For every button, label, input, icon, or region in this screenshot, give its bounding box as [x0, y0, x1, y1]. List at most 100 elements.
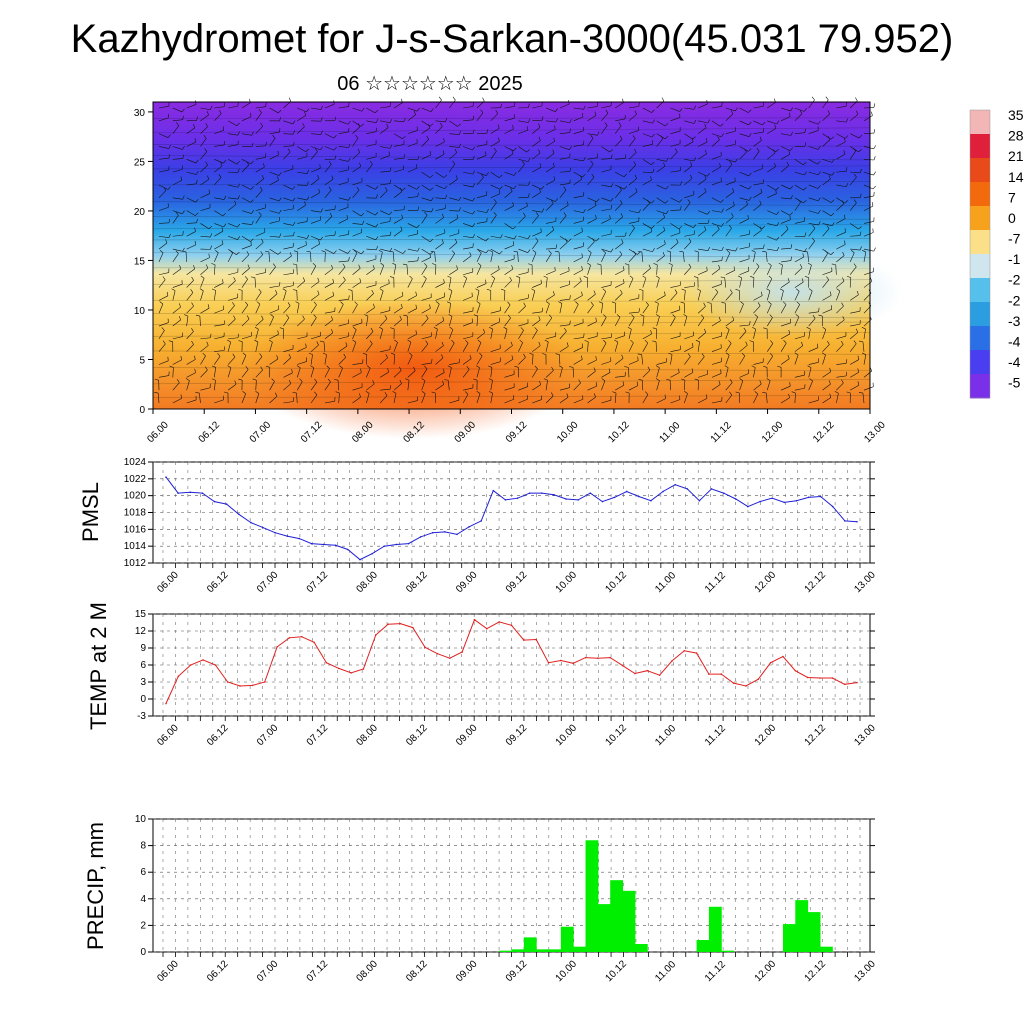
wind-barb: [255, 369, 263, 378]
wind-barb: [200, 257, 210, 263]
wind-barb: [379, 265, 384, 275]
data-point: [276, 646, 278, 648]
wind-barb-flag: [761, 225, 765, 230]
wind-barb-flag: [822, 352, 826, 356]
wind-barb-flag: [703, 328, 707, 333]
wind-barb-flag: [779, 288, 784, 291]
wind-barb: [214, 113, 222, 122]
wind-barb-flag: [362, 359, 364, 364]
wind-barb-flag: [169, 365, 174, 368]
wind-barb-flag: [622, 381, 625, 386]
wind-barb-flag: [482, 97, 485, 102]
wind-barb: [393, 144, 404, 147]
wind-barb: [739, 277, 742, 288]
x-tick-label: 11.12: [703, 723, 728, 748]
wind-barb: [435, 282, 445, 288]
wind-barb: [186, 359, 196, 365]
wind-barb: [670, 309, 680, 314]
wind-barb: [352, 181, 363, 186]
wind-barb: [310, 394, 318, 404]
wind-barb: [822, 309, 832, 314]
wind-barb-flag: [555, 198, 559, 202]
wind-barb-flag: [456, 265, 458, 270]
wind-barb: [850, 235, 861, 237]
wind-barb: [601, 248, 611, 253]
wind-barb-flag: [587, 262, 591, 266]
wind-barb: [393, 157, 404, 160]
wind-barb-flag: [719, 163, 721, 168]
colorbar-swatch: [970, 350, 990, 375]
wind-barb-flag: [215, 249, 219, 253]
wind-barb-flag: [843, 150, 846, 155]
wind-barb: [559, 171, 570, 173]
wind-barb-flag: [175, 250, 179, 254]
wind-barb-flag: [706, 266, 708, 271]
wind-barb-flag: [694, 250, 699, 253]
wind-barb: [504, 191, 513, 199]
wind-barb-flag: [655, 275, 660, 279]
wind-barb-flag: [528, 263, 533, 266]
wind-barb-flag: [558, 301, 563, 304]
y-tick-label: 15: [134, 256, 146, 267]
wind-barb-flag: [538, 316, 541, 321]
wind-barb: [296, 303, 300, 314]
wind-barb: [435, 232, 446, 237]
wind-barb: [241, 133, 252, 136]
wind-barb-flag: [348, 143, 351, 148]
wind-barb-flag: [769, 352, 773, 357]
wind-barb-flag: [595, 214, 597, 219]
wind-barb: [794, 202, 801, 211]
precip-bar: [721, 950, 735, 952]
wind-barb-flag: [523, 302, 526, 307]
wind-barb-flag: [306, 250, 311, 253]
wind-barb-flag: [191, 327, 194, 332]
wind-barb: [808, 130, 819, 134]
wind-barb: [157, 393, 160, 404]
wind-barb-flag: [259, 186, 263, 191]
wind-barb-flag: [211, 365, 216, 368]
wind-barb: [449, 253, 455, 263]
data-point: [313, 641, 315, 644]
y-tick-label: 8: [140, 841, 146, 852]
wind-barb-flag: [862, 250, 866, 253]
wind-barb: [614, 203, 623, 211]
wind-barb: [573, 322, 584, 327]
wind-barb-flag: [236, 160, 240, 165]
wind-barb: [352, 372, 362, 378]
wind-barb-flag: [775, 189, 777, 194]
wind-barb: [587, 252, 592, 263]
wind-barb-flag: [647, 199, 650, 204]
wind-barb-flag: [318, 240, 320, 245]
wind-barb: [490, 269, 500, 275]
wind-barb-flag: [372, 380, 375, 385]
wind-barb-flag: [163, 186, 167, 191]
wind-barb-flag: [836, 288, 841, 292]
wind-barb: [310, 235, 321, 241]
wind-barb-flag: [542, 353, 547, 355]
wind-barb: [213, 290, 217, 301]
y-tick-label: 15: [135, 609, 147, 620]
wind-barb-flag: [541, 208, 545, 213]
wind-barb: [587, 321, 597, 327]
cool-patch-region: [683, 247, 903, 337]
wind-barb-flag: [551, 226, 555, 231]
wind-barb: [338, 169, 349, 173]
wind-barb: [380, 283, 390, 288]
wind-barb-flag: [827, 136, 831, 140]
wind-barb-flag: [762, 392, 767, 394]
wind-barb-flag: [347, 120, 351, 125]
wind-barb: [642, 394, 649, 404]
wind-barb: [670, 151, 678, 160]
wind-barb-flag: [747, 369, 750, 374]
wind-barb-flag: [402, 263, 407, 266]
wind-barb: [641, 251, 644, 262]
wind-barb: [449, 316, 453, 327]
wind-barb: [697, 317, 705, 327]
wind-barb-flag: [808, 288, 813, 292]
wind-barb-flag: [485, 279, 487, 284]
wind-barb: [241, 184, 252, 190]
precip-bar: [708, 906, 722, 952]
wind-barb-flag: [775, 187, 779, 191]
wind-barb: [393, 295, 404, 301]
